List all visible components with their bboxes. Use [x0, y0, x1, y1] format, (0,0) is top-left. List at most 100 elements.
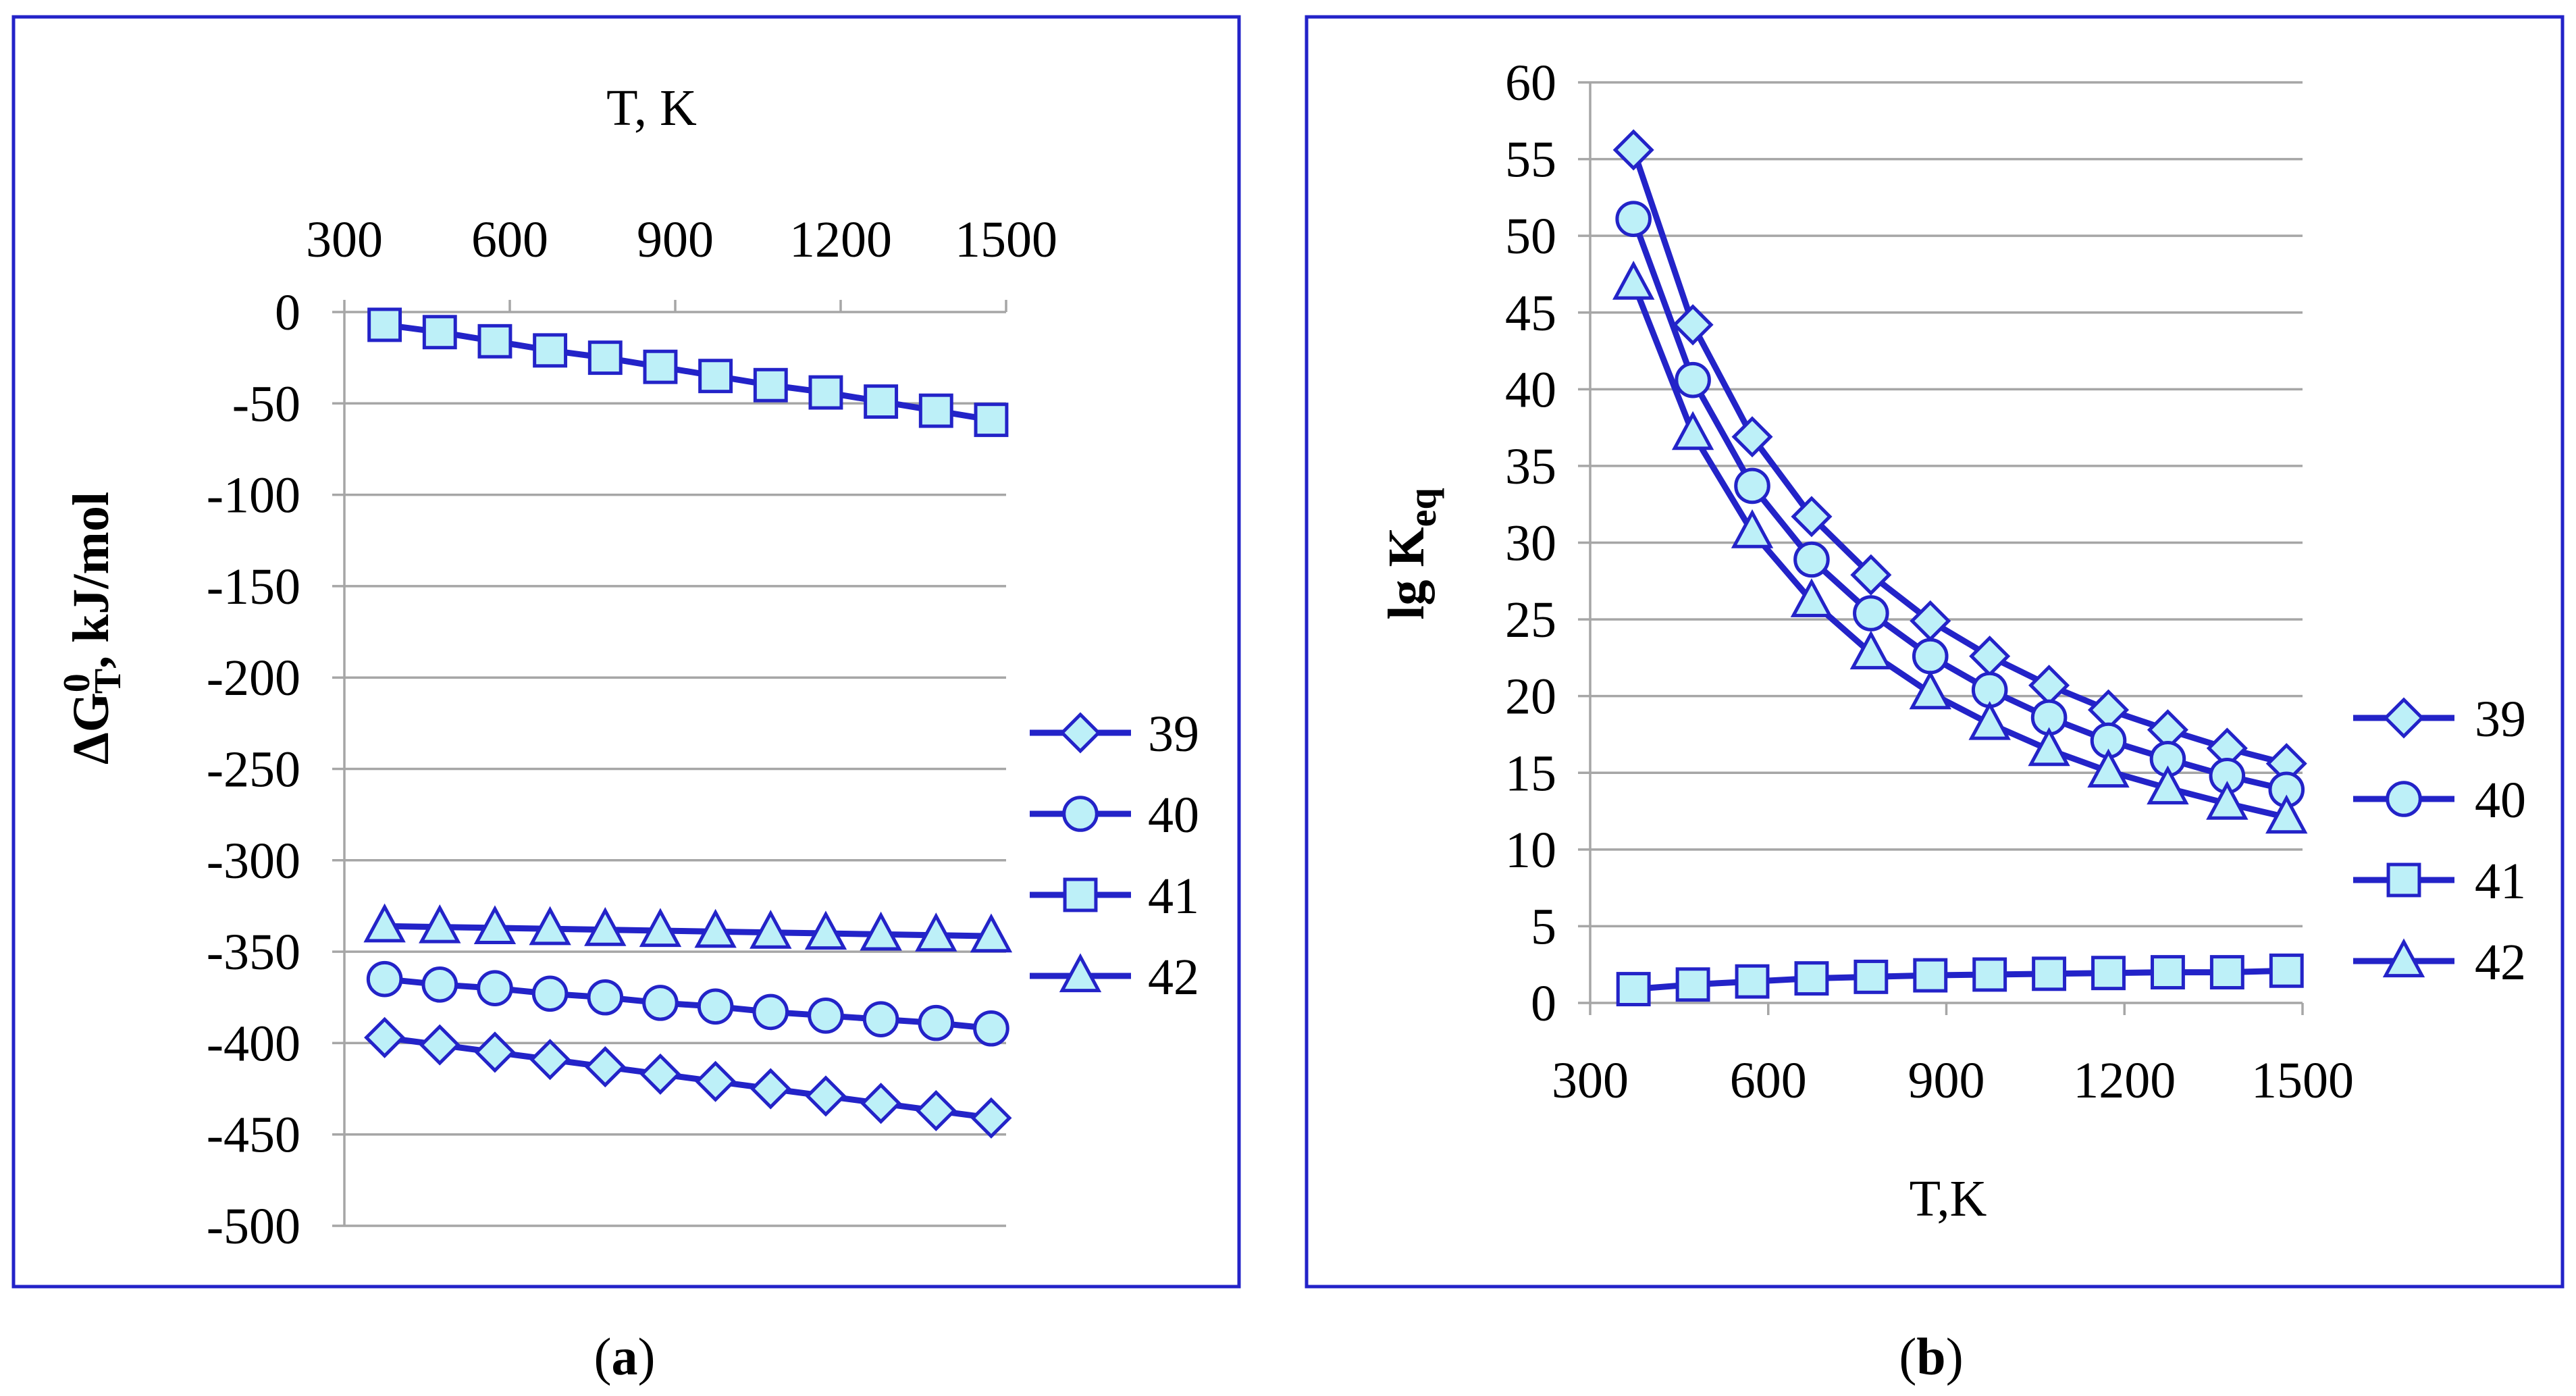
data-point [1675, 967, 1710, 1002]
data-point [1731, 509, 1774, 548]
data-point [2209, 955, 2244, 990]
data-point [698, 359, 733, 394]
data-point [695, 1060, 737, 1102]
data-point [974, 403, 1009, 438]
data-point [529, 1039, 571, 1081]
legend-label: 39 [1148, 706, 1199, 762]
panel-a-x-axis-label: T, K [606, 80, 697, 136]
data-point [1616, 972, 1651, 1007]
data-point [419, 904, 461, 943]
data-point [533, 333, 568, 368]
data-point [1849, 630, 1893, 670]
panel-a-ylabel-prefix: ΔG [63, 692, 120, 765]
data-point [419, 1024, 461, 1066]
data-point [808, 998, 844, 1034]
data-point [1909, 670, 1951, 710]
data-point [587, 979, 624, 1016]
data-point [477, 324, 512, 359]
legend-label: 39 [2475, 691, 2526, 748]
data-point [1612, 260, 1655, 300]
y-tick-label: 5 [1531, 898, 1556, 955]
data-point [1850, 554, 1892, 596]
legend-marker-diamond [2383, 697, 2425, 739]
data-point [915, 912, 957, 952]
legend-marker-triangle [1059, 953, 1102, 993]
data-point [643, 349, 678, 384]
panel-b: 0 5 10 15 20 25 30 35 40 45 50 55 60 300 600 900 1200 150… [1305, 15, 2565, 1289]
y-tick-label: -300 [207, 833, 300, 889]
x-tick-label: 900 [637, 211, 714, 268]
y-tick-label: 30 [1505, 515, 1556, 572]
series-39 [1612, 129, 2307, 785]
y-tick-label: -500 [207, 1198, 300, 1255]
legend-label: 41 [2475, 853, 2526, 910]
panel-a-frame [11, 15, 1241, 1289]
data-point [474, 1031, 516, 1073]
x-tick-label: 600 [1730, 1052, 1807, 1109]
legend-item-42: 42 [2353, 934, 2526, 991]
y-tick-label: -50 [232, 376, 300, 432]
data-point [697, 988, 734, 1025]
panel-b-ylabel-sub: eq [1400, 488, 1444, 527]
data-point [970, 913, 1013, 953]
legend-item-41: 41 [1030, 868, 1199, 925]
legend-marker-circle [2386, 781, 2422, 817]
panel-b-legend: 39 40 41 42 [2353, 691, 2526, 991]
data-point [860, 911, 902, 951]
data-point [862, 1001, 899, 1038]
x-tick-label: 300 [306, 211, 383, 268]
data-point [694, 908, 737, 948]
data-point [1734, 467, 1770, 505]
panel-a: 0 -50 -100 -150 -200 -250 -300 -350 -400 -450 -500… [11, 15, 1241, 1289]
data-point [1731, 416, 1773, 458]
x-tick-label: 600 [471, 211, 548, 268]
series-41 [367, 307, 1009, 438]
caption-a-letter: a [612, 1327, 638, 1386]
y-tick-label: 35 [1505, 438, 1556, 495]
data-point [1790, 578, 1833, 617]
caption-b-letter: b [1916, 1327, 1945, 1386]
data-point [366, 960, 403, 998]
series-40 [366, 960, 1009, 1047]
data-point [2032, 956, 2067, 991]
panel-b-x-axis-label: T,K [1910, 1170, 1987, 1227]
panel-a-tick-labels: 0 -50 -100 -150 -200 -250 -300 -350 -400 -450 -500… [207, 211, 1057, 1255]
data-point [804, 910, 847, 950]
y-tick-label: -200 [207, 650, 300, 706]
y-tick-label: 40 [1505, 361, 1556, 418]
data-point [1671, 411, 1714, 450]
y-tick-label: -400 [207, 1015, 300, 1072]
panel-a-series [363, 307, 1013, 1139]
legend-marker-triangle [2382, 938, 2425, 978]
y-tick-label: -250 [207, 742, 300, 798]
x-tick-label: 1500 [955, 211, 1057, 268]
data-point [2028, 727, 2070, 767]
data-point [1912, 638, 1949, 675]
legend-item-40: 40 [1030, 787, 1199, 844]
y-tick-label: -350 [207, 924, 300, 981]
panel-b-y-axis-label: lg Keq [1378, 488, 1444, 619]
panel-a-y-axis-label: ΔG0T, kJ/mol [56, 492, 129, 765]
data-point [2269, 953, 2304, 988]
caption-a: (a) [594, 1327, 656, 1386]
series-41 [1616, 953, 2304, 1007]
panel-b-tick-labels: 0 5 10 15 20 25 30 35 40 45 50 55 60 300 600 900 1200 150… [1505, 55, 2354, 1109]
data-point [1615, 201, 1652, 237]
data-point [1853, 595, 1889, 631]
series-39 [364, 1016, 1012, 1139]
legend-label: 42 [2475, 934, 2526, 991]
series-42 [1612, 260, 2308, 834]
series-42 [363, 903, 1013, 953]
y-tick-label: -450 [207, 1107, 300, 1164]
data-point [367, 307, 402, 342]
legend-item-40: 40 [2353, 772, 2526, 829]
data-point [639, 908, 682, 948]
data-point [753, 367, 788, 403]
data-point [860, 1083, 902, 1124]
data-point [973, 1010, 1009, 1047]
legend-label: 41 [1148, 868, 1199, 925]
y-tick-label: 20 [1505, 669, 1556, 725]
data-point [1793, 541, 1830, 578]
y-tick-label: -100 [207, 467, 300, 524]
